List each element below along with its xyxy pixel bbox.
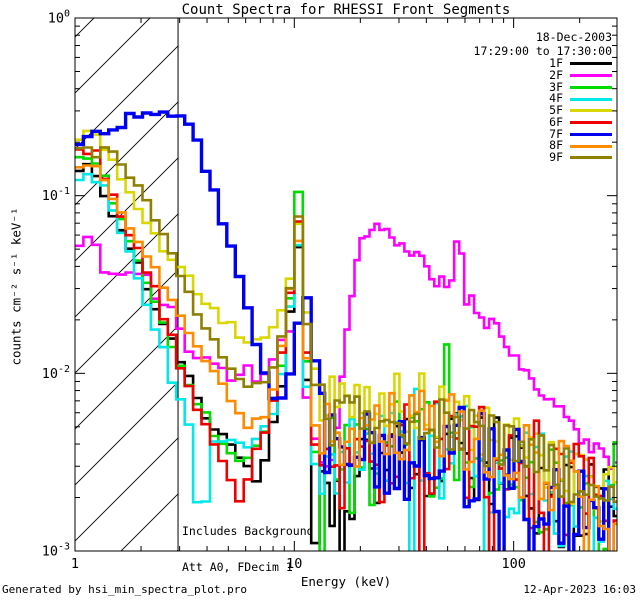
- legend-swatch: [570, 74, 612, 78]
- legend-label: 4F: [549, 91, 563, 106]
- legend-label: 9F: [549, 150, 563, 164]
- series-line-6f: [75, 148, 617, 551]
- y-tick-label: 10-3: [42, 542, 70, 560]
- legend-row-7f: 7F: [549, 126, 612, 141]
- generator-credit: Generated by hsi_min_spectra_plot.pro: [2, 583, 248, 596]
- legend-swatch: [570, 62, 612, 66]
- annotation-line-2: Att A0, FDecim 1: [182, 560, 293, 574]
- legend-label: 8F: [549, 138, 563, 153]
- legend-label: 5F: [549, 103, 563, 117]
- legend-label: 6F: [549, 114, 563, 129]
- series-line-9f: [75, 146, 617, 504]
- legend-label: 2F: [549, 67, 563, 82]
- legend-label: 7F: [549, 126, 563, 141]
- legend-row-3f: 3F: [549, 79, 612, 94]
- legend-swatch: [570, 156, 612, 160]
- legend-row-2f: 2F: [549, 67, 612, 82]
- x-tick-label: 100: [501, 556, 525, 572]
- legend-swatch: [570, 121, 612, 125]
- series-line-8f: [75, 164, 617, 551]
- legend-row-5f: 5F: [549, 103, 612, 117]
- y-axis-label: counts cm⁻² s⁻¹ keV⁻¹: [8, 207, 24, 366]
- plot-frame: [74, 17, 618, 552]
- legend-swatch: [570, 109, 612, 113]
- legend-swatch: [570, 132, 612, 136]
- legend-label: 3F: [549, 79, 563, 94]
- legend-row-1f: 1F: [549, 56, 612, 70]
- x-tick-label: 1: [71, 556, 79, 572]
- legend: 1F 2F 3F 4F 5F 6F 7F 8F 9F: [549, 56, 612, 164]
- axis-ticks: [74, 17, 617, 552]
- y-tick-label: 10-1: [42, 186, 70, 204]
- x-tick-label: 10: [286, 556, 302, 572]
- axis-tick-labels: 1 10 100 100 10-1 10-2 10-3: [42, 9, 526, 573]
- y-tick-label: 100: [48, 9, 70, 27]
- legend-row-8f: 8F: [549, 138, 612, 153]
- hatch-region: [75, 18, 179, 551]
- y-tick-label: 10-2: [42, 364, 70, 382]
- plot-annotation: Includes Background Att A0, FDecim 1: [182, 501, 314, 597]
- legend-row-9f: 9F: [549, 150, 612, 164]
- legend-label: 1F: [549, 56, 563, 70]
- render-timestamp: 12-Apr-2023 16:03: [523, 583, 636, 596]
- annotation-line-1: Includes Background: [182, 524, 314, 538]
- legend-swatch: [570, 85, 612, 89]
- observation-date: 18-Dec-2003: [535, 30, 612, 44]
- series-lines: [75, 110, 617, 551]
- observation-time-range: 17:29:00 to 17:30:00: [473, 44, 612, 58]
- x-axis-label: Energy (keV): [300, 574, 392, 589]
- series-line-7f: [75, 110, 611, 551]
- legend-swatch: [570, 144, 612, 148]
- legend-swatch: [570, 97, 612, 101]
- page-title: Count Spectra for RHESSI Front Segments: [181, 2, 511, 18]
- legend-row-4f: 4F: [549, 91, 612, 106]
- legend-row-6f: 6F: [549, 114, 612, 129]
